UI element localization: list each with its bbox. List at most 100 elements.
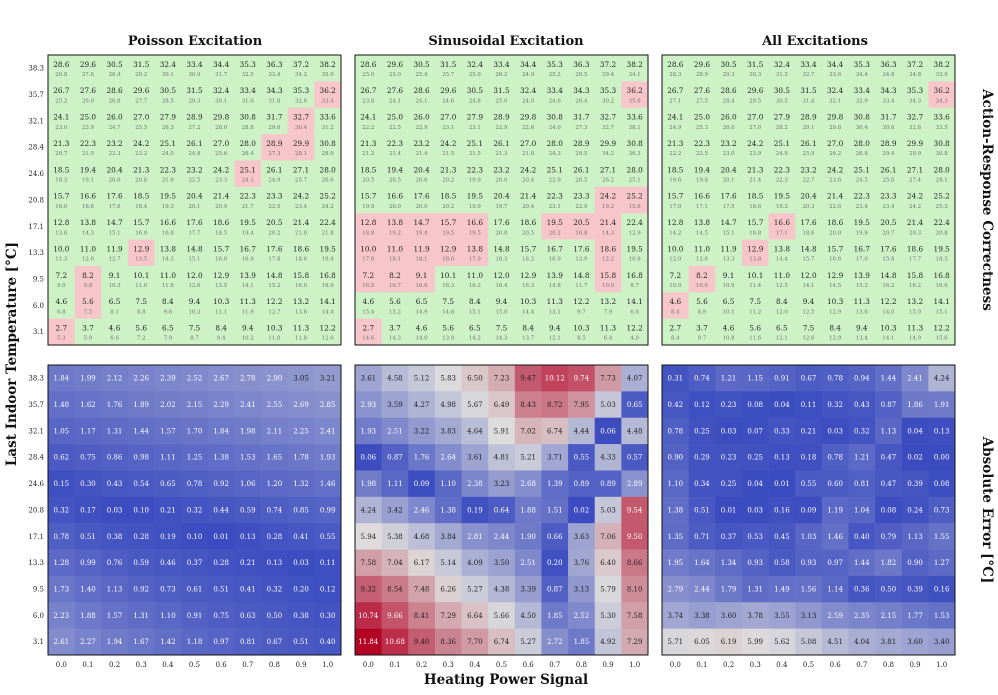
reference-value-label: 15.1 xyxy=(723,230,735,236)
correctness-cell xyxy=(568,265,596,293)
error-value-label: 5.12 xyxy=(414,375,430,383)
reference-value-label: 16.0 xyxy=(295,283,308,289)
predicted-value-label: 8.4 xyxy=(469,297,481,306)
error-value-label: 9.50 xyxy=(627,533,643,541)
reference-value-label: 10.6 xyxy=(696,283,709,289)
correctness-cell xyxy=(901,160,929,188)
error-cell xyxy=(821,575,849,603)
correctness-cell xyxy=(154,81,182,109)
error-value-label: 1.76 xyxy=(414,454,430,462)
correctness-cell xyxy=(848,81,876,109)
error-value-label: 1.05 xyxy=(54,427,70,435)
predicted-value-label: 11.3 xyxy=(600,324,617,333)
error-panel: 3.61 4.58 5.12 5.83 6.50 7.23 9.47 10.12 9.74 7.7… xyxy=(354,364,649,656)
error-value-label: 2.90 xyxy=(267,375,283,383)
reference-value-label: 22.2 xyxy=(669,151,681,157)
correctness-cell xyxy=(48,134,75,161)
error-cell xyxy=(181,575,209,603)
reference-value-label: 29.4 xyxy=(882,151,895,157)
error-value-label: 0.75 xyxy=(213,612,229,620)
predicted-value-label: 16.7 xyxy=(547,244,564,253)
reference-value-label: 24.7 xyxy=(109,125,122,131)
error-cell xyxy=(381,391,409,419)
predicted-value-label: 25.2 xyxy=(627,192,643,201)
predicted-value-label: 10.3 xyxy=(213,297,230,306)
reference-value-label: 23.4 xyxy=(856,204,869,210)
error-value-label: 1.46 xyxy=(320,480,336,488)
correctness-cell xyxy=(181,107,209,135)
predicted-value-label: 24.2 xyxy=(747,139,763,148)
reference-value-label: 12.5 xyxy=(802,309,815,315)
error-value-label: 0.45 xyxy=(774,533,790,541)
error-cell xyxy=(461,496,489,524)
error-value-label: 2.35 xyxy=(854,612,870,620)
error-cell xyxy=(48,365,75,392)
correctness-cell xyxy=(901,134,929,161)
error-value-label: 3.61 xyxy=(361,375,377,383)
error-cell xyxy=(314,365,342,392)
predicted-value-label: 30.5 xyxy=(720,60,737,69)
error-value-label: 2.69 xyxy=(293,401,309,409)
predicted-value-label: 10.1 xyxy=(747,271,763,280)
correctness-cell xyxy=(768,55,796,82)
reference-value-label: 29.9 xyxy=(909,151,922,157)
predicted-value-label: 8.2 xyxy=(696,271,708,280)
error-value-label: 1.39 xyxy=(547,480,563,488)
correctness-cell xyxy=(768,318,796,346)
reference-value-label: 20.0 xyxy=(495,178,508,184)
reference-value-label: 26.2 xyxy=(495,72,507,78)
error-value-label: 1.88 xyxy=(520,506,536,514)
reference-value-label: 22.5 xyxy=(389,125,402,131)
predicted-value-label: 27.0 xyxy=(520,139,537,148)
correctness-cell xyxy=(207,55,235,82)
predicted-value-label: 17.6 xyxy=(800,218,817,227)
error-cell xyxy=(261,444,289,471)
correctness-cell xyxy=(207,107,235,135)
correctness-cell xyxy=(795,55,823,82)
predicted-value-label: 31.5 xyxy=(133,60,150,69)
reference-value-label: 25.3 xyxy=(936,204,949,210)
reference-value-label: 27.5 xyxy=(696,98,709,104)
correctness-cell xyxy=(821,265,849,293)
correctness-cell xyxy=(715,292,743,319)
error-cell xyxy=(74,549,102,577)
error-cell xyxy=(461,391,489,419)
error-cell xyxy=(541,365,569,392)
predicted-value-label: 26.1 xyxy=(266,165,282,174)
correctness-cell xyxy=(74,160,102,188)
error-cell xyxy=(688,496,716,524)
reference-value-label: 24.8 xyxy=(469,98,482,104)
correctness-cell xyxy=(741,265,769,293)
predicted-value-label: 18.6 xyxy=(293,244,310,253)
error-value-label: 1.84 xyxy=(213,427,229,435)
error-value-label: 5.71 xyxy=(668,638,684,646)
error-value-label: 0.50 xyxy=(267,612,283,620)
error-cell xyxy=(207,602,235,629)
error-value-label: 0.74 xyxy=(267,506,283,514)
correctness-cell xyxy=(514,292,542,319)
error-cell xyxy=(621,523,649,550)
predicted-value-label: 18.5 xyxy=(667,165,684,174)
error-cell xyxy=(514,523,542,550)
correctness-cell xyxy=(514,134,542,161)
error-cell xyxy=(568,417,596,445)
correctness-cell xyxy=(461,134,489,161)
reference-value-label: 27.4 xyxy=(909,178,922,184)
correctness-cell xyxy=(154,239,182,267)
correctness-cell xyxy=(594,239,622,267)
error-cell xyxy=(621,575,649,603)
reference-value-label: 8.9 xyxy=(698,309,707,315)
correctness-cell xyxy=(234,107,262,135)
error-value-label: 2.61 xyxy=(54,638,70,646)
correctness-cell xyxy=(408,160,436,188)
reference-value-label: 24.0 xyxy=(162,151,175,157)
reference-value-label: 33.5 xyxy=(936,125,949,131)
error-cell xyxy=(234,523,262,550)
correctness-cell xyxy=(715,134,743,161)
reference-value-label: 31.7 xyxy=(215,72,228,78)
reference-value-label: 26.8 xyxy=(55,72,68,78)
correctness-cell xyxy=(568,134,596,161)
correctness-cell xyxy=(768,81,796,109)
error-cell xyxy=(48,444,75,471)
correctness-cell xyxy=(181,186,209,214)
